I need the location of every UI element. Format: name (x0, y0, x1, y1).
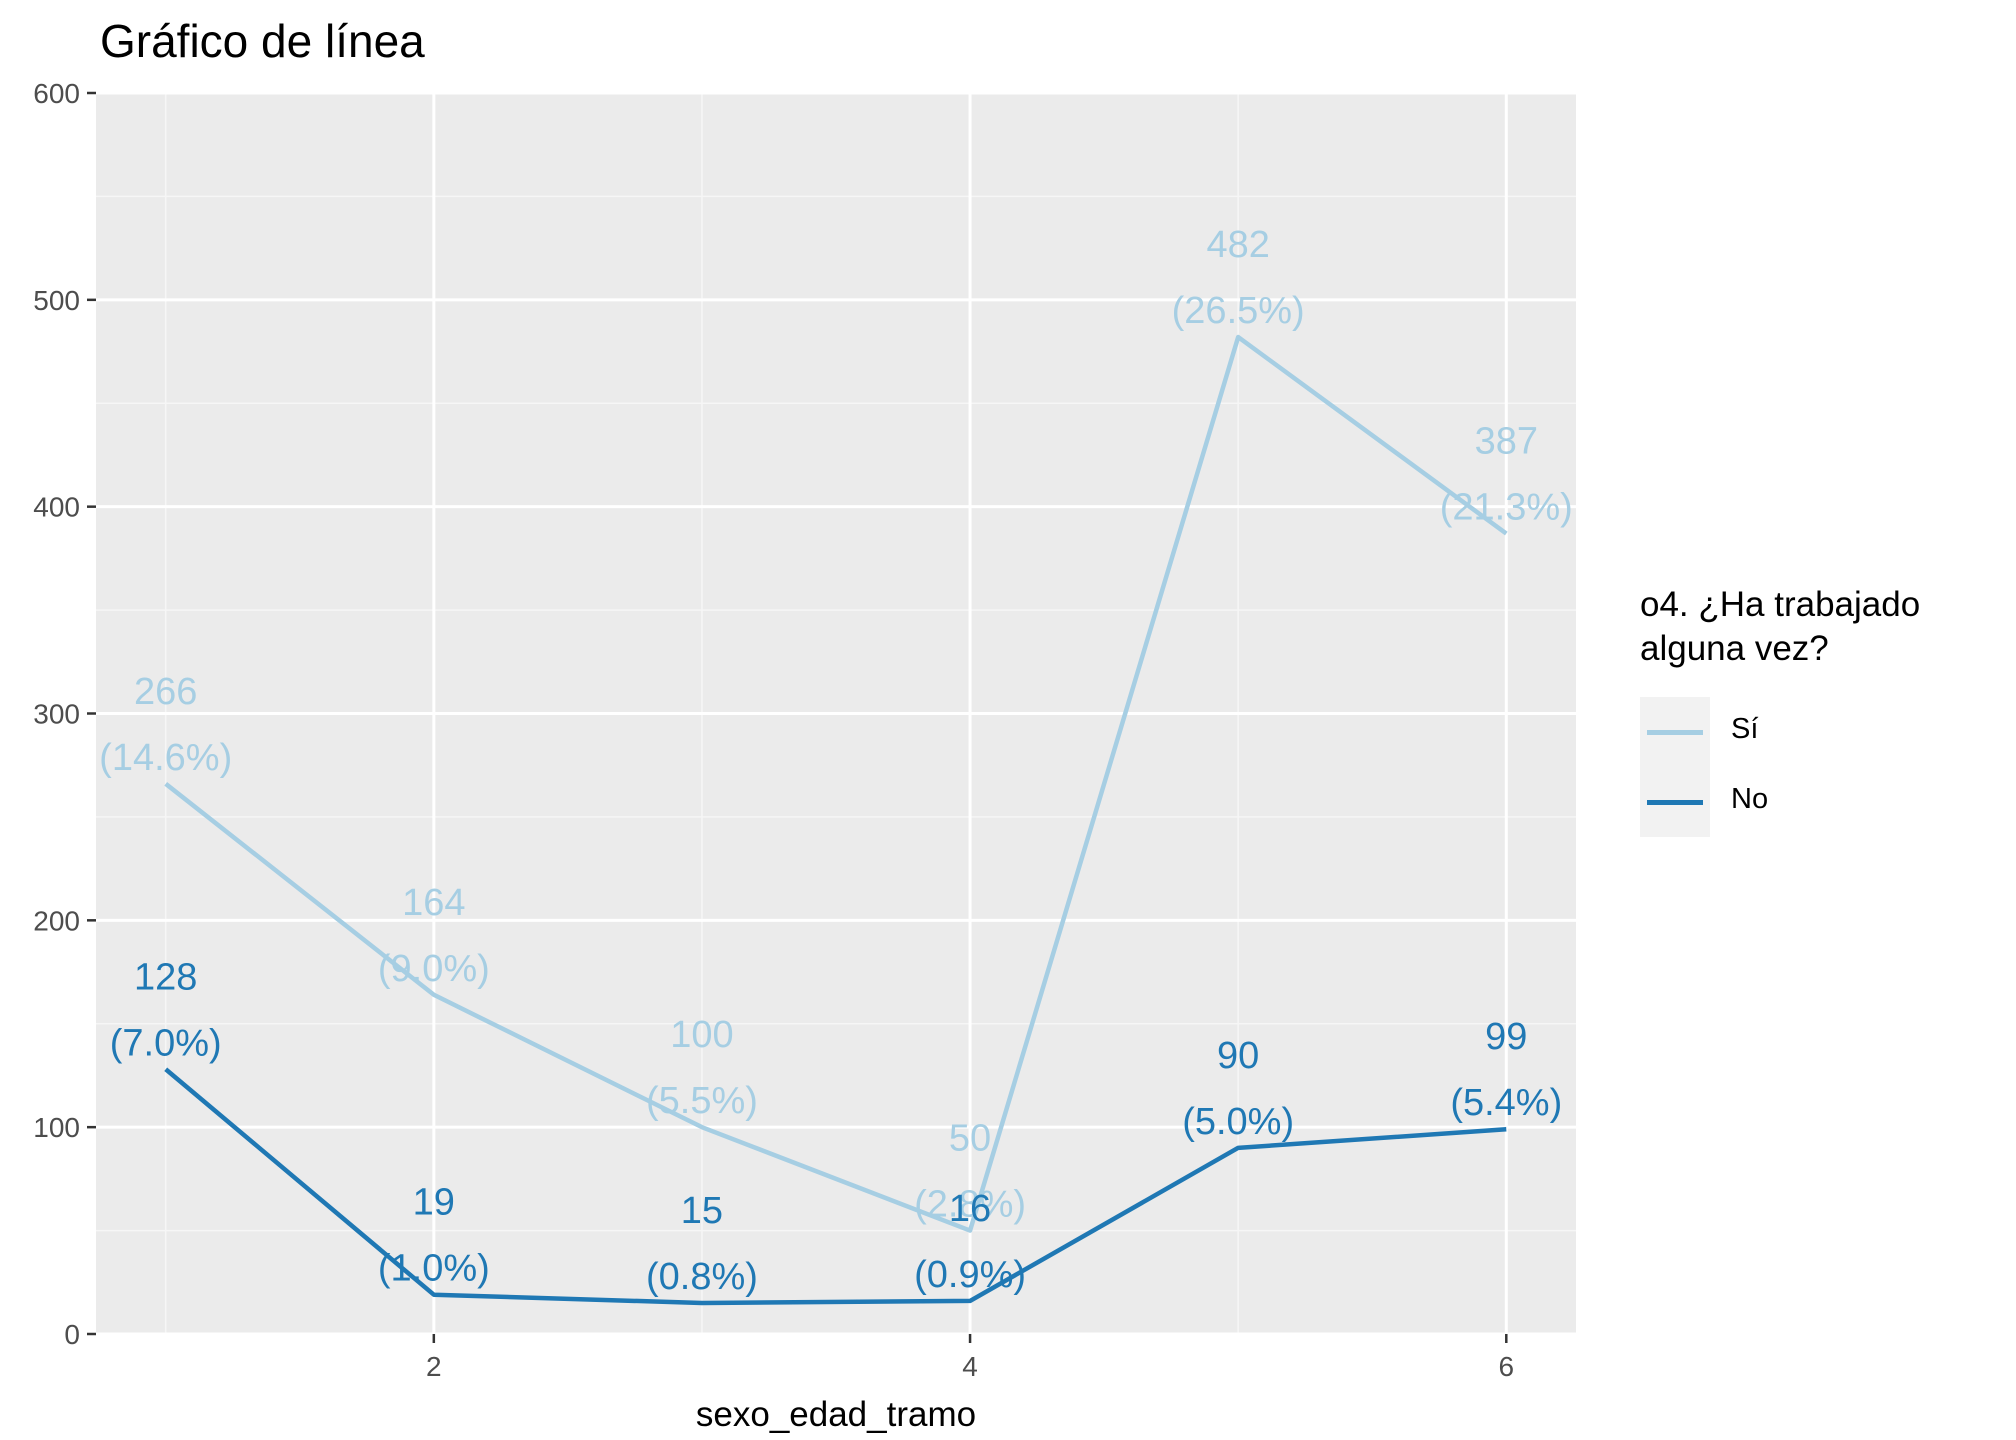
legend-line-swatch (1647, 800, 1703, 805)
data-label: 128 (7.0%) (110, 956, 222, 1064)
axes: 0 100 200 300 400 500 600 2 4 6 (33, 78, 1514, 1382)
data-label: 16 (0.9%) (914, 1188, 1026, 1296)
legend-line-swatch (1647, 730, 1703, 735)
series-line-si (164, 334, 1508, 1233)
legend-label: Sí (1731, 713, 1759, 745)
data-label-count: 19 (413, 1182, 455, 1224)
data-label-count: 16 (949, 1188, 991, 1230)
legend-title-line: o4. ¿Ha trabajado (1640, 585, 1921, 624)
legend-title-line: alguna vez? (1640, 629, 1829, 668)
major-gridlines (96, 91, 1576, 1336)
data-label-count: 164 (402, 882, 465, 924)
data-label-percent: (26.5%) (1172, 290, 1305, 332)
data-label: 482 (26.5%) (1172, 224, 1305, 332)
data-label-count: 50 (949, 1118, 991, 1160)
y-tick-label: 300 (33, 699, 80, 730)
data-label: 100 (5.5%) (646, 1014, 758, 1122)
data-label-percent: (0.9%) (914, 1254, 1026, 1296)
data-label-count: 482 (1206, 224, 1269, 266)
data-label: 15 (0.8%) (646, 1190, 758, 1298)
data-label-count: 90 (1217, 1035, 1259, 1077)
data-label-percent: (5.4%) (1450, 1082, 1562, 1124)
data-label-count: 266 (134, 671, 197, 713)
x-tick-label: 6 (1499, 1351, 1515, 1382)
legend-title: o4. ¿Ha trabajado alguna vez? (1640, 583, 1920, 671)
y-tick-label: 500 (33, 285, 80, 316)
legend-key (1640, 697, 1710, 767)
data-label-percent: (14.6%) (99, 737, 232, 779)
data-label-count: 387 (1475, 421, 1538, 463)
legend-item-no: No (1640, 767, 1940, 837)
data-label: 19 (1.0%) (378, 1182, 490, 1290)
legend-item-si: Sí (1640, 697, 1940, 767)
data-label: 50 (2.8%) (914, 1118, 1026, 1226)
series-lines (164, 334, 1508, 1306)
legend-key (1640, 767, 1710, 837)
y-tick-label: 0 (64, 1319, 80, 1350)
data-label-count: 100 (670, 1014, 733, 1056)
data-label-percent: (5.5%) (646, 1080, 758, 1122)
y-tick-label: 600 (33, 78, 80, 109)
data-label-percent: (2.8%) (914, 1184, 1026, 1226)
legend-label: No (1731, 783, 1769, 815)
chart-title: Gráfico de línea (100, 15, 425, 67)
data-label: 266 (14.6%) (99, 671, 232, 779)
data-label-percent: (1.0%) (378, 1248, 490, 1290)
x-axis-title: sexo_edad_tramo (696, 1395, 976, 1434)
x-tick-label: 2 (426, 1351, 442, 1382)
data-label: 164 (9.0%) (378, 882, 490, 990)
data-label: 387 (21.3%) (1440, 421, 1573, 529)
data-label-count: 128 (134, 956, 197, 998)
data-label: 90 (5.0%) (1182, 1035, 1294, 1143)
y-tick-label: 400 (33, 492, 80, 523)
y-tick-label: 100 (33, 1112, 80, 1143)
x-tick-label: 4 (962, 1351, 978, 1382)
data-label-count: 15 (681, 1190, 723, 1232)
data-label-percent: (7.0%) (110, 1022, 222, 1064)
legend: o4. ¿Ha trabajado alguna vez? Sí No (1640, 583, 1920, 837)
data-label-percent: (21.3%) (1440, 487, 1573, 529)
data-label-percent: (0.8%) (646, 1256, 758, 1298)
data-label-count: 99 (1485, 1016, 1527, 1058)
data-label-percent: (5.0%) (1182, 1101, 1294, 1143)
data-labels: 266 (14.6%) 164 (9.0%) 100 (5.5%) 50 (2.8%) 482 (… (99, 224, 1573, 1298)
series-line-no (164, 1067, 1507, 1306)
data-label-percent: (9.0%) (378, 948, 490, 990)
y-tick-label: 200 (33, 905, 80, 936)
data-label: 99 (5.4%) (1450, 1016, 1562, 1124)
